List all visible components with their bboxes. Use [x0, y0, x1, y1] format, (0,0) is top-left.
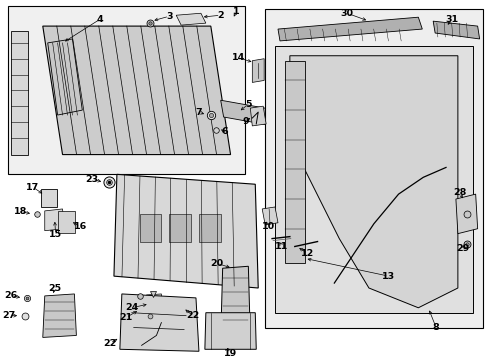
Polygon shape [278, 17, 422, 41]
Polygon shape [48, 39, 82, 115]
Polygon shape [114, 174, 258, 288]
Polygon shape [262, 207, 278, 225]
Text: 22: 22 [186, 311, 199, 320]
Text: 20: 20 [210, 259, 223, 268]
Polygon shape [144, 294, 163, 316]
Bar [8, 6, 245, 174]
Text: 10: 10 [261, 222, 274, 231]
Text: 25: 25 [48, 284, 61, 293]
Text: 19: 19 [224, 349, 237, 358]
Text: 14: 14 [231, 53, 244, 62]
Polygon shape [42, 26, 230, 154]
Text: 5: 5 [244, 100, 251, 109]
Polygon shape [289, 56, 457, 308]
Text: 16: 16 [74, 222, 87, 231]
Text: 24: 24 [125, 303, 138, 312]
Text: 26: 26 [4, 291, 18, 300]
Bar [264, 9, 482, 328]
Text: 30: 30 [340, 9, 353, 18]
Polygon shape [176, 13, 205, 25]
Text: 3: 3 [166, 12, 172, 21]
Bar [169, 214, 191, 242]
Text: 27: 27 [2, 311, 16, 320]
Text: 11: 11 [275, 242, 288, 251]
Polygon shape [42, 294, 76, 337]
Text: 17: 17 [26, 183, 40, 192]
Polygon shape [285, 61, 304, 263]
Text: 1: 1 [233, 7, 239, 16]
Text: 18: 18 [14, 207, 28, 216]
Polygon shape [220, 100, 267, 125]
Polygon shape [11, 31, 28, 154]
Polygon shape [250, 106, 265, 126]
Text: 22: 22 [103, 339, 116, 348]
Text: 15: 15 [49, 230, 62, 239]
Bar [58, 211, 75, 233]
Polygon shape [120, 294, 199, 351]
Text: 13: 13 [381, 272, 394, 281]
Text: 2: 2 [217, 11, 224, 20]
Bar [199, 214, 220, 242]
Bar [140, 214, 161, 242]
Text: 28: 28 [452, 188, 466, 197]
Polygon shape [432, 21, 479, 39]
Polygon shape [220, 266, 250, 339]
Text: 8: 8 [432, 323, 439, 332]
Text: 29: 29 [455, 244, 468, 253]
Polygon shape [455, 194, 477, 234]
Text: 6: 6 [221, 127, 227, 136]
Text: 31: 31 [445, 15, 458, 24]
Bar [41, 189, 57, 207]
Text: 7: 7 [195, 108, 202, 117]
Text: 23: 23 [85, 175, 99, 184]
Text: 9: 9 [242, 117, 248, 126]
Text: 4: 4 [97, 15, 103, 24]
Polygon shape [45, 209, 64, 231]
Text: 12: 12 [301, 249, 314, 258]
Polygon shape [274, 46, 472, 313]
Polygon shape [204, 313, 256, 349]
Polygon shape [252, 59, 264, 82]
Text: 21: 21 [119, 313, 132, 322]
